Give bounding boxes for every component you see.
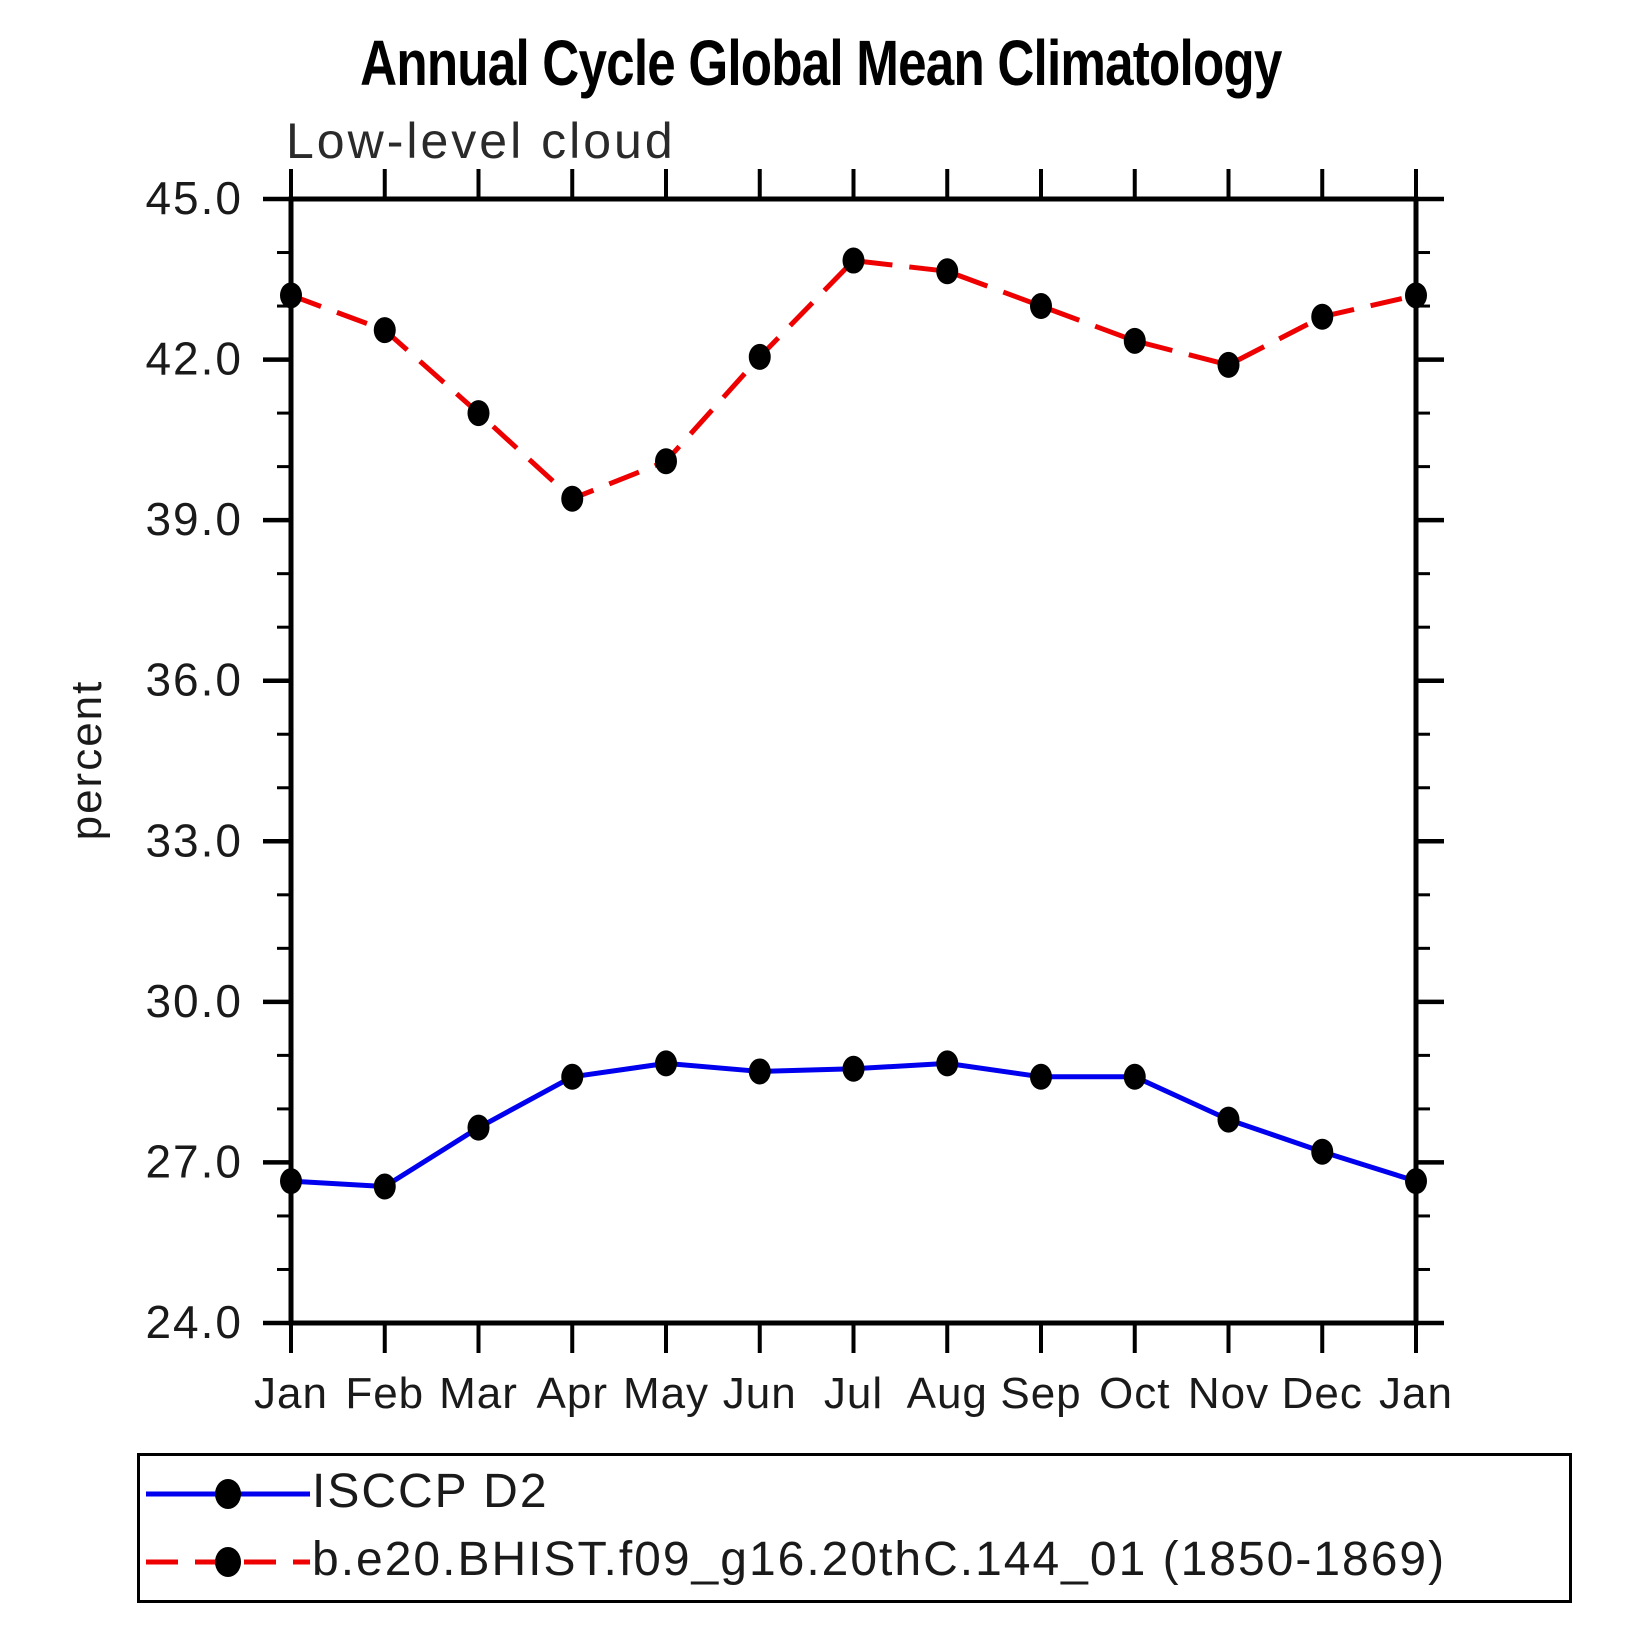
x-tick-label: Apr (537, 1369, 608, 1418)
x-tick-label: Dec (1282, 1369, 1363, 1418)
data-point-marker (373, 317, 396, 344)
legend-label-isccp: ISCCP D2 (312, 1465, 549, 1518)
plot-frame (288, 196, 1419, 1326)
data-point-marker (280, 1168, 302, 1195)
data-point-marker (1123, 1063, 1146, 1090)
y-tick-label: 27.0 (145, 1135, 243, 1187)
x-tick-label: Nov (1188, 1369, 1269, 1418)
y-tick-label: 30.0 (145, 975, 243, 1027)
y-tick-label: 45.0 (145, 172, 243, 224)
legend-label-model: b.e20.BHIST.f09_g16.20thC.144_01 (1850-1… (312, 1533, 1447, 1586)
data-point-marker (1030, 1063, 1052, 1090)
data-point-marker (1030, 293, 1052, 320)
data-point-marker (1217, 351, 1240, 378)
data-point-marker (561, 1063, 584, 1090)
y-tick-label: 42.0 (145, 333, 243, 385)
data-series (280, 247, 1427, 1200)
legend-box: ISCCP D2 b.e20.BHIST.f09_g16.20thC.144_0… (137, 1453, 1572, 1603)
data-point-marker (1311, 1138, 1334, 1165)
data-point-marker (1123, 327, 1146, 354)
x-tick-label: Aug (907, 1369, 988, 1418)
axis-ticks (263, 169, 1444, 1353)
legend-sample-marker (215, 1479, 241, 1509)
series-line-1 (290, 258, 1417, 502)
data-point-marker (936, 258, 959, 285)
chart-subtitle: Low-level cloud (286, 113, 676, 169)
axis-labels: Jan Feb Mar Apr May Jun Jul Aug Sep Oct Nov Dec Jan2… (145, 172, 1453, 1418)
series-line-0 (290, 1060, 1417, 1190)
y-tick-label: 33.0 (145, 814, 243, 866)
x-tick-label: Mar (439, 1369, 518, 1418)
y-tick-label: 39.0 (145, 493, 243, 545)
x-tick-label: May (623, 1369, 709, 1418)
data-point-marker (1405, 282, 1427, 309)
data-point-marker (280, 282, 302, 309)
data-point-marker (936, 1050, 959, 1077)
x-tick-label: Oct (1099, 1369, 1170, 1418)
x-tick-label: Jun (723, 1369, 797, 1418)
x-tick-label: Jan (254, 1369, 328, 1418)
legend-line-sample-dashed (146, 1547, 310, 1577)
x-tick-label: Sep (1000, 1369, 1081, 1418)
y-tick-label: 36.0 (145, 654, 243, 706)
data-point-marker (561, 485, 584, 512)
data-point-marker (655, 1050, 677, 1077)
data-point-marker (467, 400, 490, 427)
x-tick-label: Jan (1379, 1369, 1453, 1418)
legend-line-sample-solid (146, 1479, 310, 1509)
data-point-marker (1217, 1106, 1240, 1133)
page-title: Annual Cycle Global Mean Climatology (0, 26, 1641, 100)
legend-row-model: b.e20.BHIST.f09_g16.20thC.144_01 (1850-1… (140, 1528, 1569, 1596)
plot-border (288, 196, 1419, 1326)
data-point-marker (1405, 1168, 1427, 1195)
data-point-marker (842, 247, 865, 274)
data-point-marker (467, 1114, 490, 1141)
data-point-marker (1311, 303, 1334, 330)
x-tick-label: Jul (824, 1369, 883, 1418)
x-tick-label: Feb (345, 1369, 424, 1418)
page-title-text: Annual Cycle Global Mean Climatology (359, 27, 1282, 99)
data-point-marker (748, 343, 771, 370)
data-point-marker (655, 448, 677, 475)
data-point-marker (842, 1055, 865, 1082)
y-tick-label: 24.0 (145, 1296, 243, 1348)
legend-sample-marker (215, 1547, 241, 1577)
data-point-marker (748, 1058, 771, 1085)
legend-row-isccp: ISCCP D2 (140, 1460, 1569, 1528)
data-point-marker (373, 1173, 396, 1200)
